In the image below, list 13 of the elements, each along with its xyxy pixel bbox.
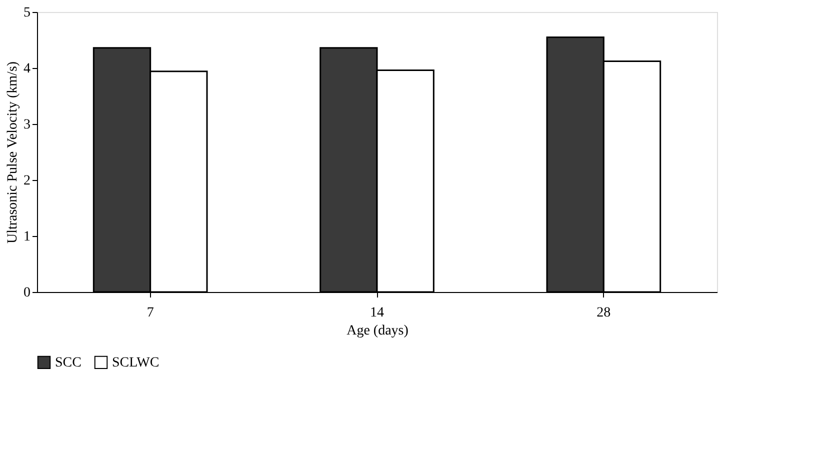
y-tick-label: 5: [24, 6, 30, 20]
y-tick-label: 0: [24, 286, 30, 300]
y-tick-label: 4: [24, 62, 30, 76]
x-tick-label: 7: [146, 306, 154, 320]
x-axis-title: Age (days): [346, 324, 409, 338]
y-axis-title: Ultrasonic Pulse Velocity (km/s): [6, 61, 20, 244]
y-tick-label: 1: [24, 230, 30, 244]
x-tick-label: 28: [596, 306, 611, 320]
legend-label: SCC: [55, 355, 82, 370]
y-tick-label: 3: [24, 118, 30, 132]
y-tick-label: 2: [24, 174, 30, 188]
legend-label: SCLWC: [112, 355, 160, 370]
x-tick-label: 14: [370, 306, 384, 320]
